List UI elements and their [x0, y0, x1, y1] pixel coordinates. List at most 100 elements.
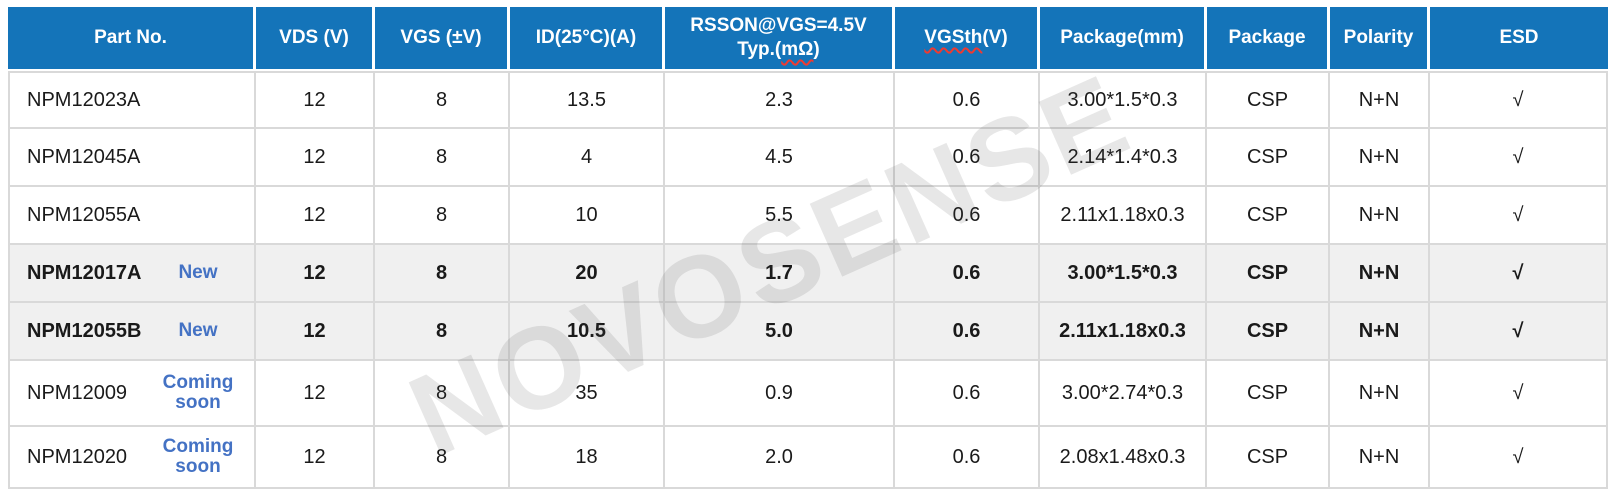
mosfet-parts-table: Part No. VDS (V) VGS (±V) ID(25°C)(A) RS…	[8, 7, 1608, 489]
col-header-id: ID(25°C)(A)	[510, 7, 665, 71]
cell-vgs: 8	[375, 187, 510, 245]
parts-table-container: Part No. VDS (V) VGS (±V) ID(25°C)(A) RS…	[8, 7, 1608, 489]
rsson-typ-suffix: )	[813, 39, 820, 60]
col-header-polarity: Polarity	[1330, 7, 1430, 71]
cell-esd-checkmark: √	[1430, 361, 1608, 427]
cell-id: 10.5	[510, 303, 665, 361]
part-number: NPM12020	[27, 445, 128, 468]
cell-esd-checkmark: √	[1430, 303, 1608, 361]
cell-esd-checkmark: √	[1430, 187, 1608, 245]
new-badge: New	[178, 262, 218, 283]
cell-vgs: 8	[375, 245, 510, 303]
cell-id: 10	[510, 187, 665, 245]
cell-vds: 12	[256, 427, 375, 489]
cell-rsson: 0.9	[665, 361, 895, 427]
part-number: NPM12055A	[27, 203, 141, 226]
vgsth-suffix: (V)	[982, 27, 1008, 49]
cell-package-mm: 3.00*1.5*0.3	[1040, 245, 1207, 303]
cell-esd-checkmark: √	[1430, 71, 1608, 129]
cell-polarity: N+N	[1330, 245, 1430, 303]
col-header-esd-label: ESD	[1499, 27, 1539, 49]
cell-rsson: 4.5	[665, 129, 895, 187]
cell-package-mm: 2.11x1.18x0.3	[1040, 187, 1207, 245]
cell-rsson: 2.3	[665, 71, 895, 129]
table-row-npm12055b: NPM12055B New 12 8 10.5 5.0 0.6 2.11x1.18…	[8, 303, 1608, 361]
table-header: Part No. VDS (V) VGS (±V) ID(25°C)(A) RS…	[8, 7, 1608, 71]
cell-polarity: N+N	[1330, 361, 1430, 427]
cell-package: CSP	[1207, 361, 1330, 427]
cell-vgs: 8	[375, 71, 510, 129]
part-number: NPM12017A	[27, 261, 142, 284]
cell-package: CSP	[1207, 303, 1330, 361]
rsson-typ-spellcheck-text: mΩ	[781, 39, 814, 60]
col-header-polarity-label: Polarity	[1343, 27, 1414, 49]
cell-package: CSP	[1207, 129, 1330, 187]
cell-vds: 12	[256, 245, 375, 303]
cell-vgsth: 0.6	[895, 245, 1040, 303]
cell-vgs: 8	[375, 361, 510, 427]
part-number: NPM12045A	[27, 145, 141, 168]
cell-package: CSP	[1207, 245, 1330, 303]
table-row-npm12017a: NPM12017A New 12 8 20 1.7 0.6 3.00*1.5*0.…	[8, 245, 1608, 303]
cell-polarity: N+N	[1330, 303, 1430, 361]
cell-esd-checkmark: √	[1430, 129, 1608, 187]
rsson-line2: Typ.(mΩ)	[667, 38, 890, 62]
cell-package-mm: 2.08x1.48x0.3	[1040, 427, 1207, 489]
table-row-npm12020: NPM12020 Coming soon 12 8 18 2.0 0.6 2.08…	[8, 427, 1608, 489]
cell-package: CSP	[1207, 427, 1330, 489]
cell-esd-checkmark: √	[1430, 427, 1608, 489]
cell-rsson: 5.0	[665, 303, 895, 361]
cell-vgsth: 0.6	[895, 187, 1040, 245]
cell-vgs: 8	[375, 303, 510, 361]
col-header-package-label: Package	[1228, 27, 1306, 49]
col-header-vgsth: VGSth(V)	[895, 7, 1040, 71]
cell-id: 20	[510, 245, 665, 303]
cell-package-mm: 3.00*1.5*0.3	[1040, 71, 1207, 129]
header-row: Part No. VDS (V) VGS (±V) ID(25°C)(A) RS…	[8, 7, 1608, 71]
col-header-vds-label: VDS (V)	[279, 27, 349, 49]
cell-vds: 12	[256, 303, 375, 361]
cell-vgsth: 0.6	[895, 361, 1040, 427]
cell-vgsth: 0.6	[895, 303, 1040, 361]
cell-package: CSP	[1207, 71, 1330, 129]
col-header-vgs-label: VGS (±V)	[400, 27, 482, 49]
table-row-npm12045a: NPM12045A 12 8 4 4.5 0.6 2.14*1.4*0.3 CS…	[8, 129, 1608, 187]
col-header-package: Package	[1207, 7, 1330, 71]
cell-rsson: 1.7	[665, 245, 895, 303]
cell-polarity: N+N	[1330, 427, 1430, 489]
cell-polarity: N+N	[1330, 71, 1430, 129]
col-header-package-mm-label: Package(mm)	[1060, 27, 1184, 49]
col-header-vds: VDS (V)	[256, 7, 375, 71]
cell-vgsth: 0.6	[895, 71, 1040, 129]
cell-id: 35	[510, 361, 665, 427]
cell-esd-checkmark: √	[1430, 245, 1608, 303]
part-number: NPM12055B	[27, 319, 142, 342]
col-header-rsson: RSSON@VGS=4.5V Typ.(mΩ)	[665, 7, 895, 71]
cell-vds: 12	[256, 361, 375, 427]
col-header-package-mm: Package(mm)	[1040, 7, 1207, 71]
col-header-vgs: VGS (±V)	[375, 7, 510, 71]
part-number: NPM12023A	[27, 88, 141, 111]
cell-id: 4	[510, 129, 665, 187]
cell-rsson: 5.5	[665, 187, 895, 245]
cell-package-mm: 2.14*1.4*0.3	[1040, 129, 1207, 187]
table-body: NPM12023A 12 8 13.5 2.3 0.6 3.00*1.5*0.3…	[8, 71, 1608, 489]
cell-id: 18	[510, 427, 665, 489]
table-row-npm12055a: NPM12055A 12 8 10 5.5 0.6 2.11x1.18x0.3 …	[8, 187, 1608, 245]
cell-package: CSP	[1207, 187, 1330, 245]
col-header-part-no: Part No.	[8, 7, 256, 71]
rsson-line1: RSSON@VGS=4.5V	[690, 15, 867, 37]
cell-id: 13.5	[510, 71, 665, 129]
cell-vds: 12	[256, 187, 375, 245]
rsson-typ-prefix: Typ.(	[737, 39, 782, 60]
col-header-part-no-label: Part No.	[94, 27, 167, 49]
cell-package-mm: 3.00*2.74*0.3	[1040, 361, 1207, 427]
cell-vgsth: 0.6	[895, 129, 1040, 187]
cell-vgsth: 0.6	[895, 427, 1040, 489]
col-header-esd: ESD	[1430, 7, 1608, 71]
cell-polarity: N+N	[1330, 187, 1430, 245]
coming-soon-badge: Coming soon	[162, 436, 234, 477]
table-row-npm12009: NPM12009 Coming soon 12 8 35 0.9 0.6 3.00…	[8, 361, 1608, 427]
cell-vgs: 8	[375, 427, 510, 489]
cell-vds: 12	[256, 129, 375, 187]
